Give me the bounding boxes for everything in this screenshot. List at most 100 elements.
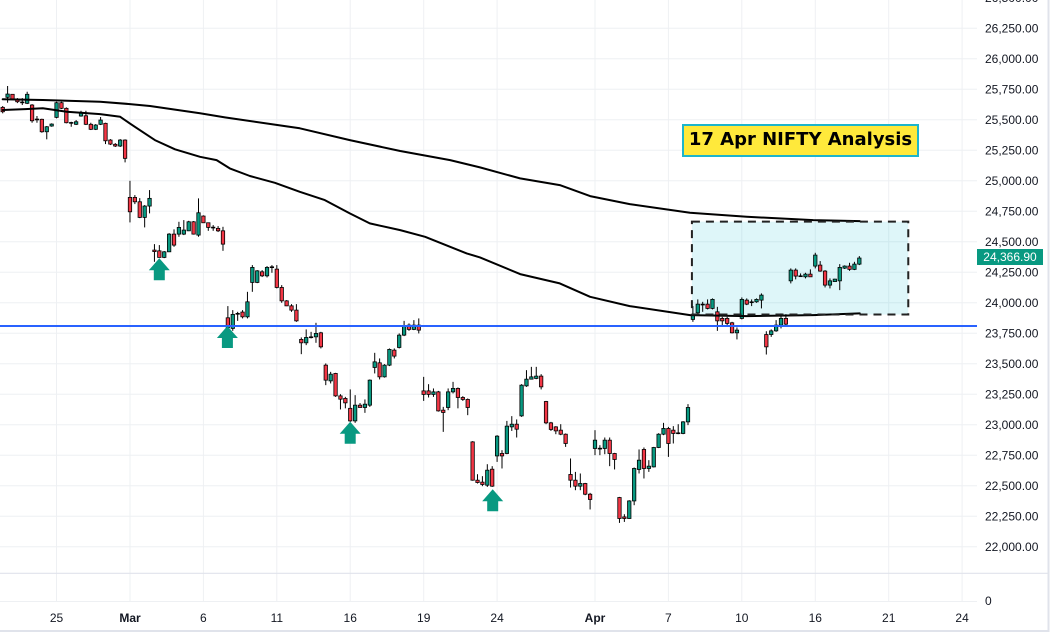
price-axis-label: 26,500.00 [985, 0, 1039, 5]
arrow-up-icon[interactable] [216, 326, 238, 348]
candle [122, 139, 128, 163]
candle-body-down [323, 364, 328, 381]
price-axis-label: 25,750.00 [985, 82, 1039, 96]
candle-body-down [191, 221, 196, 235]
candle [617, 496, 622, 523]
candle [729, 321, 735, 334]
price-axis-label: 24,750.00 [985, 204, 1039, 218]
zone-fill-rect[interactable] [691, 221, 909, 315]
candle-body-down [588, 493, 593, 500]
candle [793, 268, 798, 280]
candle-body-down [64, 107, 69, 124]
time-axis-label: 6 [200, 611, 207, 625]
candle-body-up [118, 139, 123, 147]
candle [539, 374, 544, 390]
candle [44, 126, 49, 140]
candle-body-down [749, 301, 754, 304]
arrow-up-icon[interactable] [148, 258, 170, 281]
candle [215, 226, 221, 233]
candle-body-down [514, 423, 519, 430]
candle [700, 301, 705, 312]
candle [201, 215, 206, 224]
candle [49, 123, 54, 127]
candle-body-down [573, 479, 578, 487]
candle-body-up [49, 123, 54, 127]
candle-body-down [548, 422, 554, 430]
moving-average-lower[interactable] [1, 107, 861, 318]
price-axis[interactable]: 26,500.00 26,250.00 26,000.00 25,750.00 25,5… [985, 0, 1039, 608]
candle [450, 381, 456, 394]
time-axis-label: 11 [271, 611, 284, 625]
candle [367, 379, 372, 407]
analysis-title-label[interactable]: 17 Apr NIFTY Analysis [682, 124, 919, 157]
candle [357, 403, 363, 408]
candle-body-up [651, 447, 656, 468]
candle [64, 107, 69, 124]
candle-body-down [583, 483, 588, 495]
candle-body-up [367, 379, 372, 406]
candle [847, 262, 852, 271]
candle [455, 387, 461, 409]
candle-body-down [348, 407, 353, 422]
candle [832, 278, 837, 282]
candle [460, 396, 465, 401]
candle [754, 298, 759, 303]
candle-body-up [147, 197, 152, 207]
candle [769, 329, 774, 337]
arrow-up-icon[interactable] [339, 421, 361, 444]
candle-body-down [318, 332, 323, 348]
candle [338, 394, 343, 410]
candle [681, 421, 686, 435]
moving-average-lines[interactable] [1, 98, 861, 318]
moving-average-upper[interactable] [1, 98, 861, 223]
candle [343, 396, 348, 409]
candle [255, 270, 260, 284]
candle [196, 198, 201, 237]
candle-body-up [632, 468, 637, 502]
candle [788, 268, 793, 284]
candle-body-down [553, 426, 558, 432]
last-price-badge: 24,366.90 [977, 249, 1043, 265]
candle [578, 473, 583, 491]
candle-body-down [729, 322, 735, 334]
candle-body-down [499, 453, 505, 457]
candle-body-down [108, 139, 113, 145]
up-arrow-markers[interactable] [148, 258, 504, 512]
time-axis-label: 25 [50, 611, 64, 625]
candle-body-up [803, 273, 808, 278]
candle-body-up [734, 329, 740, 334]
candle [524, 370, 529, 387]
candle [279, 285, 284, 303]
candle-body-up [695, 303, 700, 314]
candle [264, 266, 270, 278]
price-axis-label: 23,250.00 [985, 387, 1039, 401]
candle-body-up [788, 269, 793, 282]
arrow-up-icon[interactable] [482, 489, 504, 512]
candle [59, 101, 64, 110]
candle-body-up [450, 388, 456, 393]
candle [857, 256, 862, 266]
candle-body-down [69, 122, 74, 124]
candle-body-up [852, 263, 857, 270]
candle-body-down [543, 401, 549, 424]
candle-body-up [250, 267, 255, 283]
time-axis[interactable]: 25 Mar 6 11 16 19 24 Apr 7 10 16 21 24 [50, 611, 969, 625]
candle-body-up [74, 121, 79, 125]
candle-body-up [710, 298, 715, 309]
candle-body-up [813, 254, 818, 267]
candle [734, 327, 740, 340]
candle [661, 422, 666, 436]
candle-body-down [137, 201, 142, 218]
price-axis-label: 26,250.00 [985, 21, 1039, 35]
candle [348, 389, 353, 422]
candle-body-up [509, 423, 514, 428]
candle-body-down [122, 139, 128, 159]
candle-body-up [685, 407, 691, 423]
price-axis-label: 22,000.00 [985, 540, 1039, 554]
price-zone-rectangle-fill[interactable] [691, 221, 909, 315]
candle-body-up [592, 439, 598, 449]
candle [490, 466, 495, 487]
candle-body-up [162, 251, 167, 258]
